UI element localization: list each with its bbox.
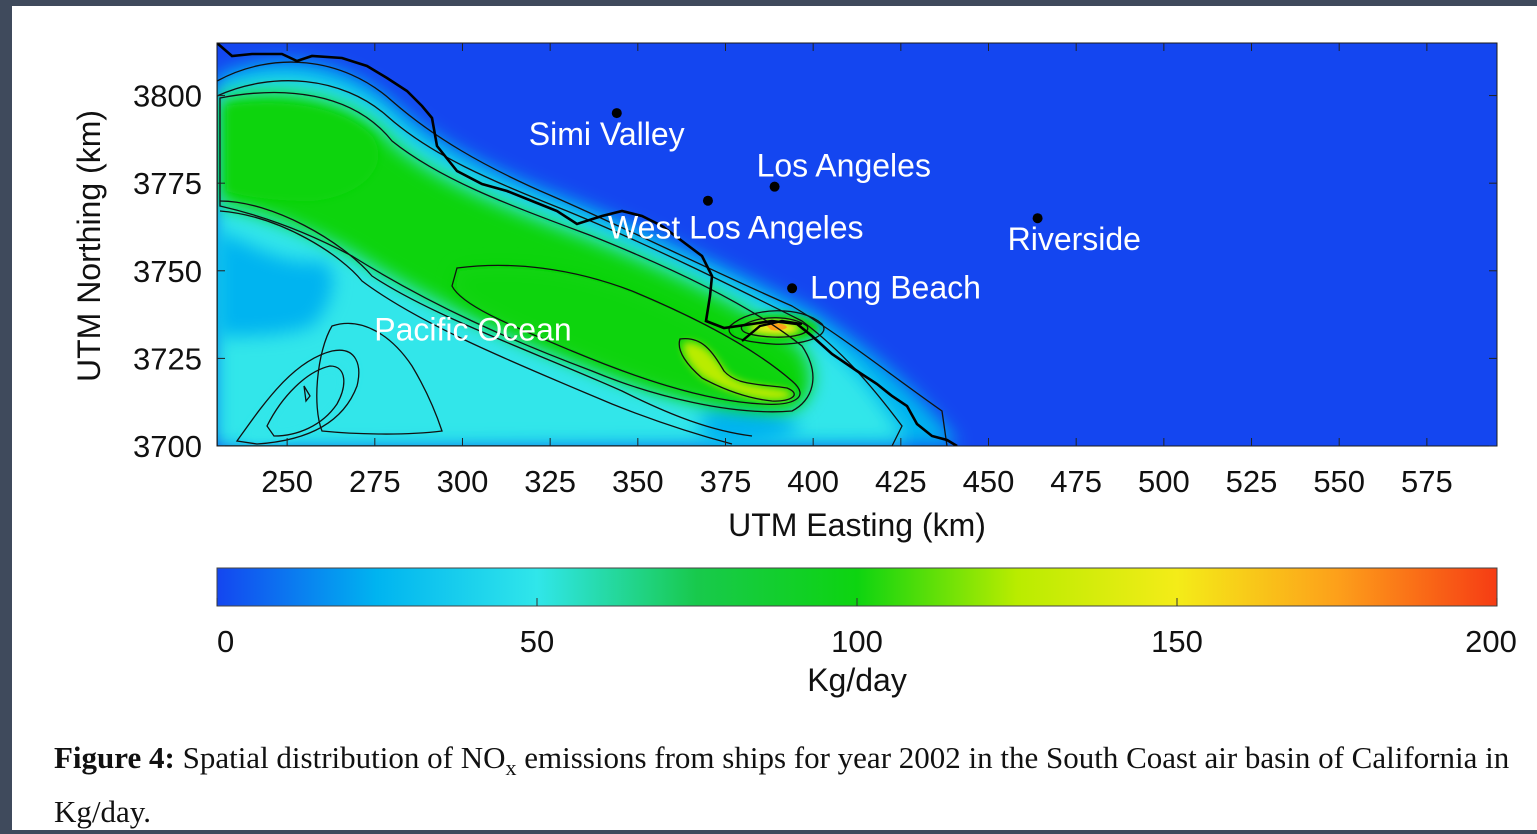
emission-field [217, 61, 957, 446]
contour-lane-core [451, 264, 801, 405]
caption-label: Figure 4: [54, 740, 175, 775]
colorbar-tick-label: 100 [831, 624, 883, 659]
caption-text-before: Spatial distribution of NO [174, 740, 506, 775]
contour-inner-green [219, 91, 814, 413]
contour-lane-peak [678, 338, 795, 402]
colorbar-ticks: 0 50 100 150 200 [216, 598, 1517, 659]
contour-basin [316, 322, 443, 435]
emission-level-2 [217, 231, 333, 336]
colorbar-label: Kg/day [807, 662, 907, 698]
x-tick-label: 250 [261, 464, 313, 499]
contour-shelf-2 [219, 210, 733, 445]
x-tick-label: 575 [1401, 464, 1453, 499]
place-label: Riverside [1008, 221, 1141, 257]
colorbar-tick-label: 200 [1465, 624, 1517, 659]
place-marker [1032, 213, 1043, 224]
x-tick-label: 425 [875, 464, 927, 499]
emission-level-3 [702, 406, 802, 446]
x-tick-label: 450 [963, 464, 1015, 499]
x-tick-label: 300 [437, 464, 489, 499]
colorbar-tick-label: 0 [217, 624, 234, 659]
colorbar-tick-label: 150 [1151, 624, 1203, 659]
figure-caption: Figure 4: Spatial distribution of NOx em… [54, 736, 1514, 834]
place-marker [787, 283, 798, 294]
x-tick-label: 275 [349, 464, 401, 499]
plot-border [216, 42, 1498, 447]
contour-offshore-2 [266, 365, 345, 437]
emission-level-7 [683, 341, 792, 401]
contour-offshore-1 [235, 349, 360, 445]
y-tick-label: 3725 [133, 341, 202, 376]
caption-subscript: x [505, 755, 517, 781]
place-label: West Los Angeles [608, 210, 864, 246]
place-markers: Simi Valley Los Angeles West Los Angeles Ri… [529, 108, 1141, 305]
x-tick-label: 475 [1050, 464, 1102, 499]
x-tick-label: 525 [1226, 464, 1278, 499]
coastline [217, 43, 958, 446]
x-tick-label: 350 [612, 464, 664, 499]
contour-offshore-3 [303, 385, 311, 403]
port-breakwater [741, 319, 803, 342]
y-tick-label: 3800 [133, 79, 202, 114]
x-tick-label: 400 [787, 464, 839, 499]
place-label: Simi Valley [529, 116, 685, 152]
contour-outer [217, 61, 948, 446]
figure-svg: Simi Valley Los Angeles West Los Angeles Ri… [71, 42, 1517, 698]
place-marker [611, 108, 622, 119]
y-tick-label: 3750 [133, 254, 202, 289]
y-axis-ticks: 3700 3725 3750 3775 3800 [133, 79, 1497, 464]
place-label: Los Angeles [757, 148, 931, 184]
x-tick-label: 325 [524, 464, 576, 499]
x-tick-label: 500 [1138, 464, 1190, 499]
x-axis-title: UTM Easting (km) [728, 507, 986, 543]
y-tick-label: 3700 [133, 429, 202, 464]
pacific-ocean-label: Pacific Ocean [374, 311, 571, 347]
heatmap-plot-area [217, 43, 1497, 446]
caption-text-after: emissions from ships for year 2002 in th… [54, 740, 1510, 830]
emission-level-5 [227, 103, 379, 201]
place-label: Long Beach [810, 269, 981, 305]
x-tick-label: 550 [1313, 464, 1365, 499]
figure-frame: Simi Valley Los Angeles West Los Angeles Ri… [12, 6, 1537, 830]
x-tick-label: 375 [700, 464, 752, 499]
contour-lines [217, 61, 948, 446]
place-marker [702, 195, 713, 206]
y-axis-title: UTM Northing (km) [71, 110, 107, 382]
colorbar-tick-label: 50 [520, 624, 554, 659]
contour-shelf [219, 200, 753, 437]
place-marker [769, 181, 780, 192]
y-tick-label: 3775 [133, 166, 202, 201]
x-axis-ticks: 250 275 300 325 350 375 400 425 450 475 500 525 550 5… [261, 43, 1453, 499]
contour-mid [217, 80, 903, 446]
